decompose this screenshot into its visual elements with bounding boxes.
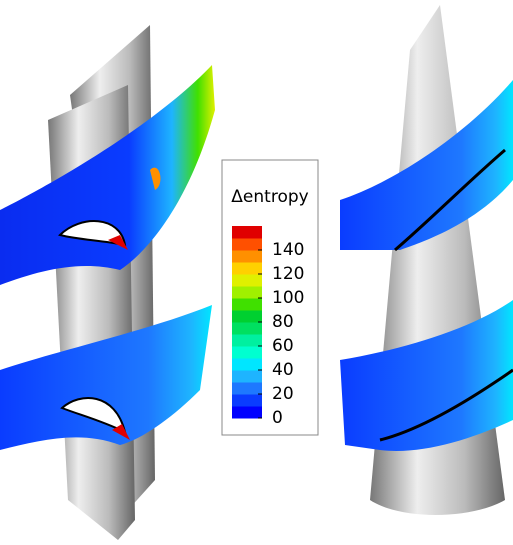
legend-title: Δentropy xyxy=(231,187,308,207)
color-band xyxy=(232,322,262,335)
tick-label: 80 xyxy=(272,312,294,332)
tick-label: 0 xyxy=(272,408,283,428)
color-band xyxy=(232,358,262,371)
color-band xyxy=(232,226,262,239)
color-band xyxy=(232,262,262,275)
color-band xyxy=(232,274,262,287)
left-blades xyxy=(0,25,215,540)
color-band xyxy=(232,406,262,419)
color-band xyxy=(232,394,262,407)
color-band xyxy=(232,250,262,263)
tick-label: 60 xyxy=(272,336,294,356)
tick-label: 100 xyxy=(272,288,304,308)
colorbar-legend: Δentropy 0 20 40 60 80 100 120 140 xyxy=(221,159,319,436)
tick-label: 20 xyxy=(272,384,294,404)
tick-label: 140 xyxy=(272,240,304,260)
right-blades xyxy=(340,5,513,515)
color-band xyxy=(232,382,262,395)
color-band xyxy=(232,286,262,299)
colorbar: 0 20 40 60 80 100 120 140 xyxy=(232,226,304,428)
color-band xyxy=(232,238,262,251)
color-band xyxy=(232,370,262,383)
color-band xyxy=(232,334,262,347)
tick-label: 120 xyxy=(272,264,304,284)
color-band xyxy=(232,346,262,359)
color-band xyxy=(232,298,262,311)
color-band xyxy=(232,310,262,323)
tick-label: 40 xyxy=(272,360,294,380)
